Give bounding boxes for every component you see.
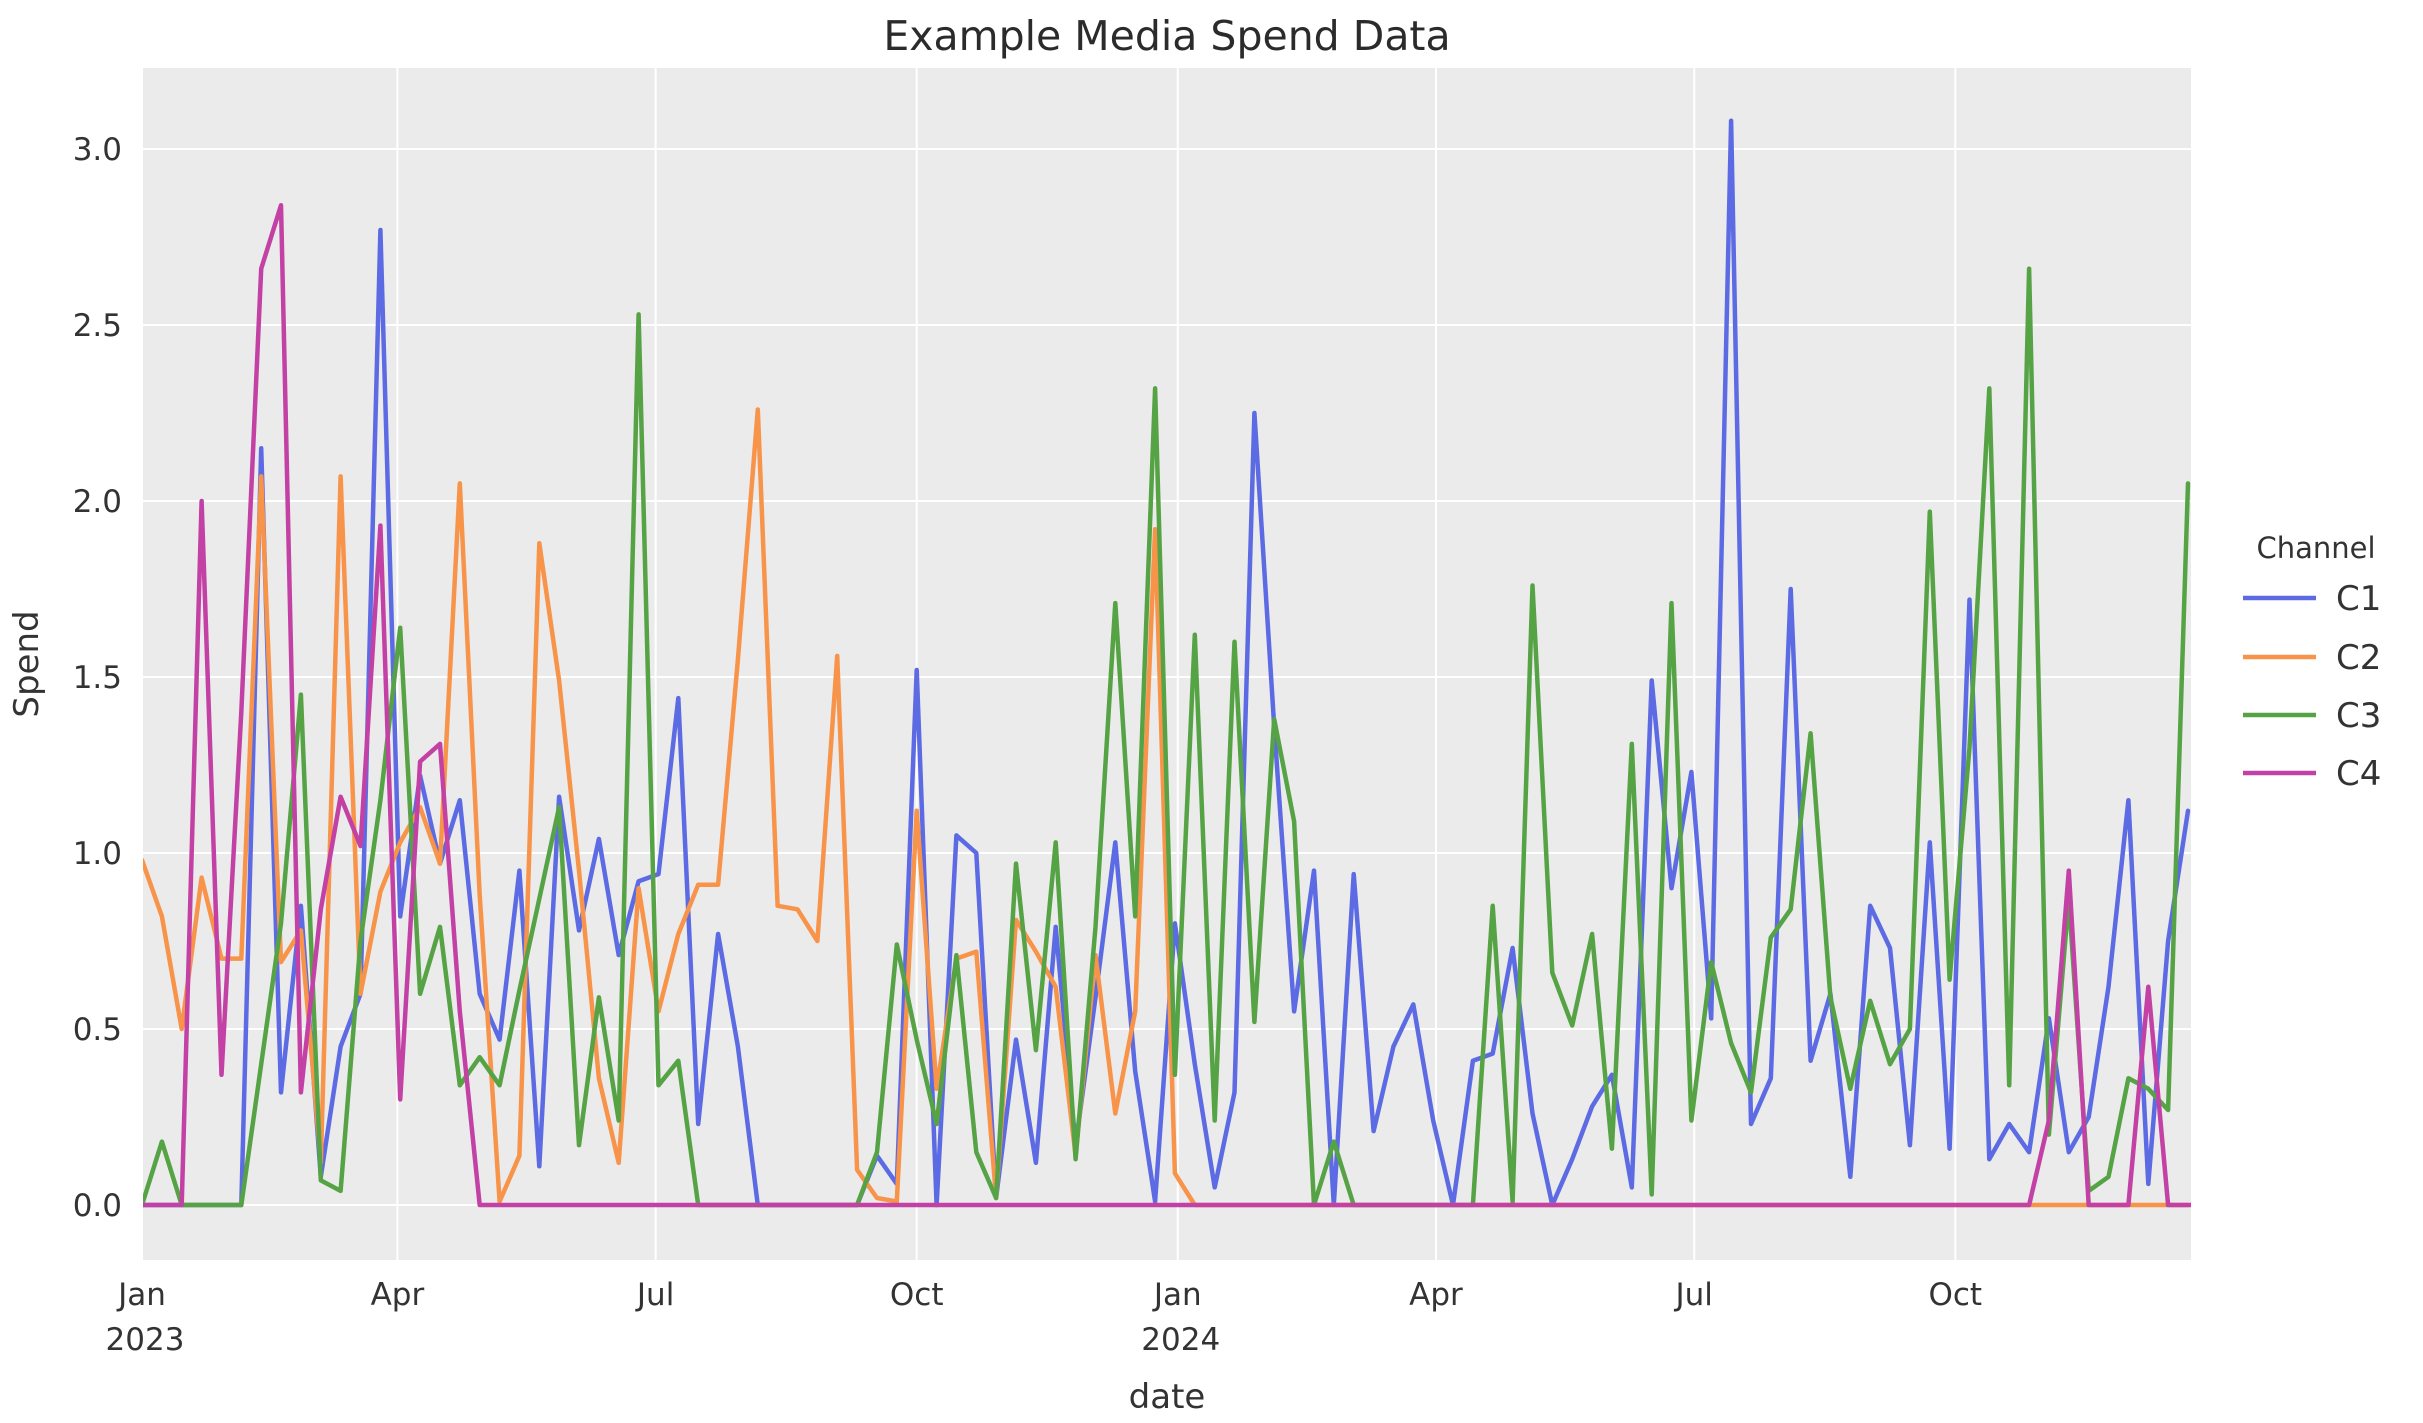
x-tick-year-label: 2023 — [106, 1322, 185, 1358]
y-tick-label: 0.0 — [73, 1188, 122, 1224]
tick-labels: 0.0 0.5 1.0 1.5 2.0 2.5 3.0 Jan 2023 Apr Jul Oct Jan… — [73, 132, 1982, 1358]
x-tick-label: Jan — [1152, 1277, 1202, 1313]
x-tick-label: Apr — [371, 1277, 425, 1313]
series-line-C3 — [143, 266, 2191, 1208]
legend-label-C3: C3 — [2336, 696, 2381, 736]
legend-label-C2: C2 — [2336, 638, 2381, 678]
y-tick-label: 2.5 — [73, 308, 122, 344]
y-tick-label: 0.5 — [73, 1012, 122, 1048]
legend-title: Channel — [2256, 531, 2375, 565]
x-tick-label: Oct — [1928, 1277, 1982, 1313]
x-tick-label: Jan — [116, 1277, 166, 1313]
legend-label-C1: C1 — [2336, 579, 2381, 619]
series-line-C1 — [143, 118, 2191, 1208]
chart-title: Example Media Spend Data — [883, 12, 1450, 60]
legend-label-C4: C4 — [2336, 754, 2381, 794]
y-axis-label: Spend — [7, 610, 47, 717]
y-tick-label: 3.0 — [73, 132, 122, 168]
series-line-C4 — [143, 203, 2191, 1208]
y-tick-label: 1.0 — [73, 836, 122, 872]
x-tick-label: Apr — [1409, 1277, 1463, 1313]
legend-items: C1 C2 C3 C4 — [2243, 579, 2381, 794]
legend: Channel C1 C2 C3 C4 — [2243, 531, 2381, 794]
y-tick-label: 1.5 — [73, 660, 122, 696]
y-tick-label: 2.0 — [73, 484, 122, 520]
x-axis-label: date — [1129, 1377, 1206, 1417]
x-tick-label: Jul — [1674, 1277, 1713, 1313]
x-tick-label: Oct — [890, 1277, 944, 1313]
x-tick-year-label: 2024 — [1141, 1322, 1220, 1358]
series-lines — [143, 118, 2191, 1208]
x-tick-label: Jul — [635, 1277, 674, 1313]
